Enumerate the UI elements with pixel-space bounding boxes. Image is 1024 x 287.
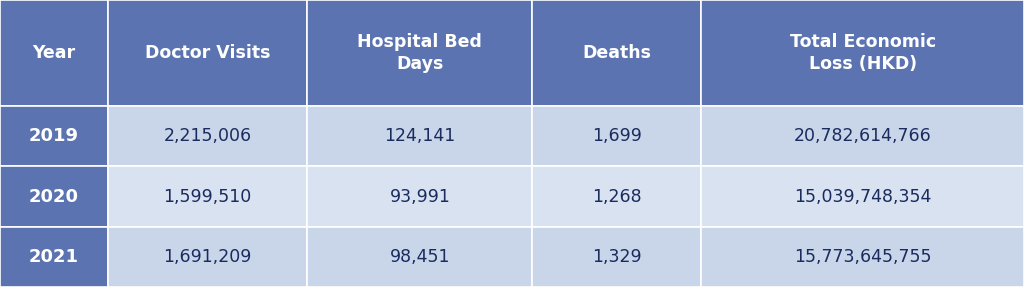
Bar — [307, 166, 532, 227]
Text: 124,141: 124,141 — [384, 127, 456, 145]
Bar — [307, 227, 532, 287]
Bar — [532, 0, 701, 106]
Text: 1,699: 1,699 — [592, 127, 642, 145]
Bar — [307, 106, 532, 166]
Bar — [701, 0, 1024, 106]
Text: 15,039,748,354: 15,039,748,354 — [794, 188, 932, 205]
Bar — [701, 106, 1024, 166]
Text: 2,215,006: 2,215,006 — [163, 127, 252, 145]
Bar — [0, 106, 108, 166]
Bar — [0, 0, 108, 106]
Bar — [108, 227, 307, 287]
Text: 1,268: 1,268 — [592, 188, 642, 205]
Text: Total Economic
Loss (HKD): Total Economic Loss (HKD) — [790, 33, 936, 73]
Bar — [532, 227, 701, 287]
Text: 1,691,209: 1,691,209 — [163, 248, 252, 266]
Bar — [701, 227, 1024, 287]
Bar — [108, 166, 307, 227]
Text: 2019: 2019 — [29, 127, 79, 145]
Bar — [108, 0, 307, 106]
Text: 2020: 2020 — [29, 188, 79, 205]
Bar — [108, 106, 307, 166]
Bar — [701, 166, 1024, 227]
Text: 1,329: 1,329 — [592, 248, 642, 266]
Text: 93,991: 93,991 — [389, 188, 451, 205]
Text: 15,773,645,755: 15,773,645,755 — [794, 248, 932, 266]
Bar — [0, 166, 108, 227]
Text: Deaths: Deaths — [583, 44, 651, 62]
Text: Doctor Visits: Doctor Visits — [144, 44, 270, 62]
Text: 1,599,510: 1,599,510 — [163, 188, 252, 205]
Text: 2021: 2021 — [29, 248, 79, 266]
Bar — [0, 227, 108, 287]
Text: 20,782,614,766: 20,782,614,766 — [794, 127, 932, 145]
Text: Year: Year — [32, 44, 76, 62]
Bar — [307, 0, 532, 106]
Bar — [532, 166, 701, 227]
Text: Hospital Bed
Days: Hospital Bed Days — [357, 33, 482, 73]
Bar — [532, 106, 701, 166]
Text: 98,451: 98,451 — [389, 248, 451, 266]
